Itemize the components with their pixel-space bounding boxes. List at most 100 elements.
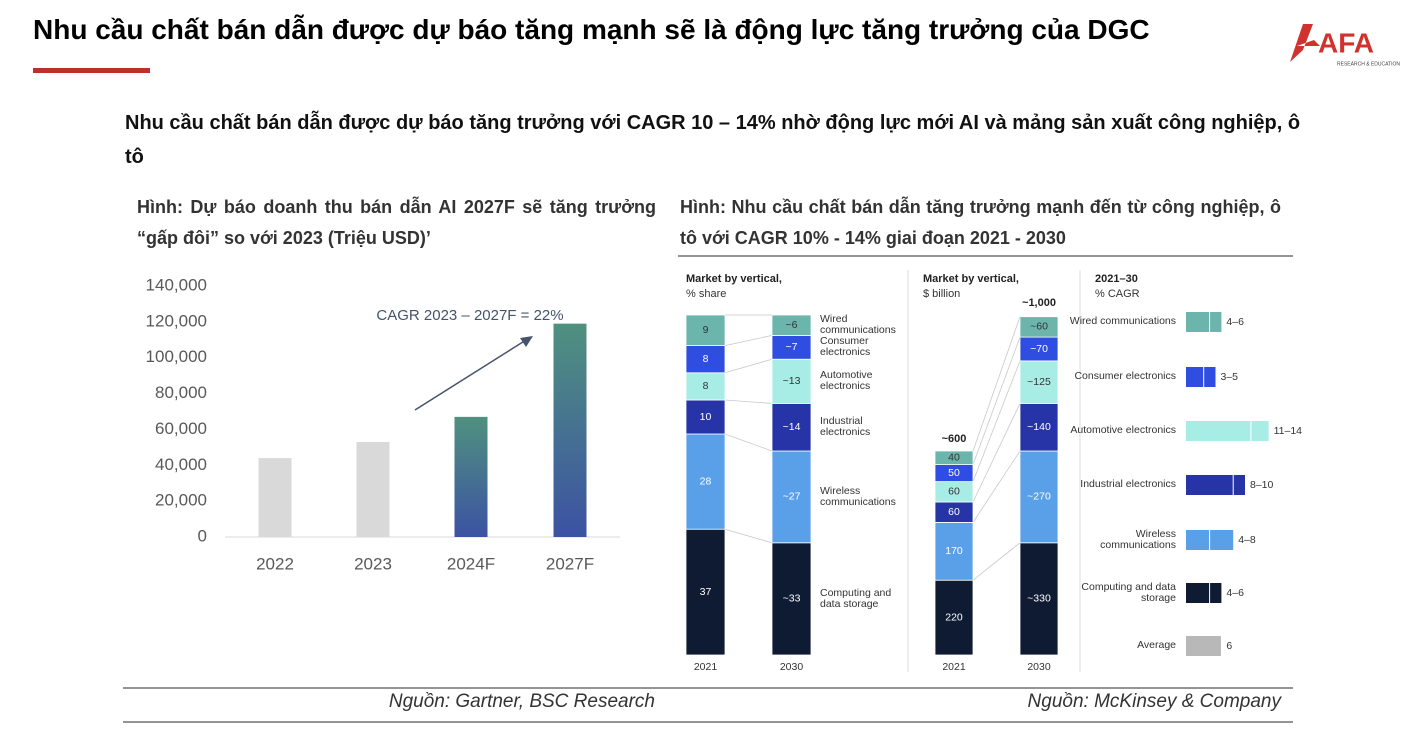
subtitle: Nhu cầu chất bán dẫn được dự báo tăng tr… <box>125 112 1301 168</box>
segment <box>771 542 812 656</box>
value-label: ~330 <box>1027 593 1051 605</box>
value-label: ~14 <box>783 421 801 433</box>
range-bar <box>1186 636 1222 656</box>
total-label: ~1,000 <box>1022 297 1056 309</box>
chart-title: 2021–30 <box>1095 273 1138 285</box>
segment <box>1019 542 1059 656</box>
connector <box>972 403 1021 503</box>
connector <box>972 450 1021 523</box>
segment <box>685 345 726 374</box>
segment <box>685 314 726 347</box>
range-bar <box>1186 583 1222 603</box>
segment <box>771 358 812 404</box>
segment <box>934 579 974 656</box>
y-tick-label: 20,000 <box>155 491 207 510</box>
segment <box>1019 360 1059 404</box>
segment <box>1019 316 1059 338</box>
value-label: 6 <box>1226 640 1232 652</box>
category-label: Average <box>1137 639 1176 651</box>
annotation-arrow <box>414 339 527 411</box>
connector <box>972 360 1021 482</box>
range-bar <box>1186 367 1216 387</box>
segment <box>934 522 974 581</box>
source: Nguồn: Gartner, BSC Research <box>388 691 655 712</box>
value-label: 60 <box>948 486 960 498</box>
value-label: 4–6 <box>1226 587 1244 599</box>
value-label: ~27 <box>783 491 801 503</box>
logo-tagline: RESEARCH & EDUCATION <box>1337 61 1400 67</box>
y-tick-label: 140,000 <box>146 275 207 294</box>
connector <box>724 335 773 346</box>
chart-title: Market by vertical, <box>923 273 1019 285</box>
value-label: 37 <box>700 586 712 598</box>
segment <box>1019 450 1059 544</box>
segment <box>685 528 726 656</box>
value-label: 50 <box>948 467 960 479</box>
category-label: Automotive electronics <box>1070 424 1176 436</box>
value-label: 40 <box>948 452 960 464</box>
value-label: ~60 <box>1030 321 1048 333</box>
chart-title: Market by vertical, <box>686 273 782 285</box>
value-label: ~125 <box>1027 376 1051 388</box>
value-label: ~33 <box>783 593 801 605</box>
annotation: CAGR 2023 – 2027F = 22% <box>376 307 563 324</box>
chart-subtitle: % share <box>686 288 726 300</box>
y-tick-label: 80,000 <box>155 383 207 402</box>
y-tick-label: 120,000 <box>146 311 207 330</box>
segment <box>685 372 726 401</box>
bar <box>454 416 488 537</box>
connector <box>972 316 1021 452</box>
legend-label: Computing and data storage <box>820 586 892 610</box>
x-tick-label: 2023 <box>354 554 392 573</box>
value-label: ~270 <box>1027 491 1051 503</box>
value-label: 9 <box>703 324 709 336</box>
value-label: 8 <box>703 353 709 365</box>
category-label: Industrial electronics <box>1080 478 1176 490</box>
value-label: 11–14 <box>1274 425 1303 437</box>
title-underline <box>33 68 150 73</box>
segment <box>685 399 726 435</box>
segment <box>685 433 726 530</box>
legend-label: Automotive electronics <box>820 369 873 393</box>
caption: Hình: Dự báo doanh thu bán dẫn AI 2027F … <box>137 197 656 248</box>
segment <box>771 402 812 452</box>
value-label: 8–10 <box>1250 479 1274 491</box>
arrow-head <box>520 336 533 347</box>
value-label: ~13 <box>783 375 801 387</box>
connector <box>724 358 773 374</box>
x-tick-label: 2030 <box>1027 661 1051 673</box>
x-tick-label: 2021 <box>694 661 718 673</box>
x-tick-label: 2027F <box>546 554 594 573</box>
chart-subtitle: $ billion <box>923 288 960 300</box>
connector <box>972 542 1021 581</box>
chart-subtitle: % CAGR <box>1095 288 1140 300</box>
connector <box>724 528 773 544</box>
bar <box>356 441 390 537</box>
range-bar <box>1186 475 1245 495</box>
legend-label: Industrial electronics <box>820 415 871 439</box>
category-label: Wired communications <box>1069 315 1176 327</box>
legend-label: Wired communications <box>820 313 896 337</box>
y-tick-label: 40,000 <box>155 455 207 474</box>
segment <box>1019 402 1059 452</box>
legend-label: Wireless communications <box>820 484 896 508</box>
total-label: ~600 <box>942 433 967 445</box>
category-label: Computing and data storage <box>1081 581 1176 604</box>
value-label: 4–6 <box>1226 316 1244 328</box>
value-label: ~70 <box>1030 343 1048 355</box>
value-label: ~140 <box>1027 421 1051 433</box>
connector <box>724 399 773 404</box>
value-label: 28 <box>700 475 712 487</box>
value-label: 3–5 <box>1221 371 1239 383</box>
x-tick-label: 2030 <box>780 661 804 673</box>
x-tick-label: 2021 <box>942 661 966 673</box>
segment <box>771 314 812 336</box>
x-tick-label: 2024F <box>447 554 495 573</box>
caption: Hình: Nhu cầu chất bán dẫn tăng trưởng m… <box>680 197 1281 248</box>
category-label: Wireless communications <box>1100 528 1176 551</box>
source: Nguồn: McKinsey & Company <box>1027 691 1281 712</box>
connector <box>972 336 1021 465</box>
value-label: 170 <box>945 545 963 557</box>
